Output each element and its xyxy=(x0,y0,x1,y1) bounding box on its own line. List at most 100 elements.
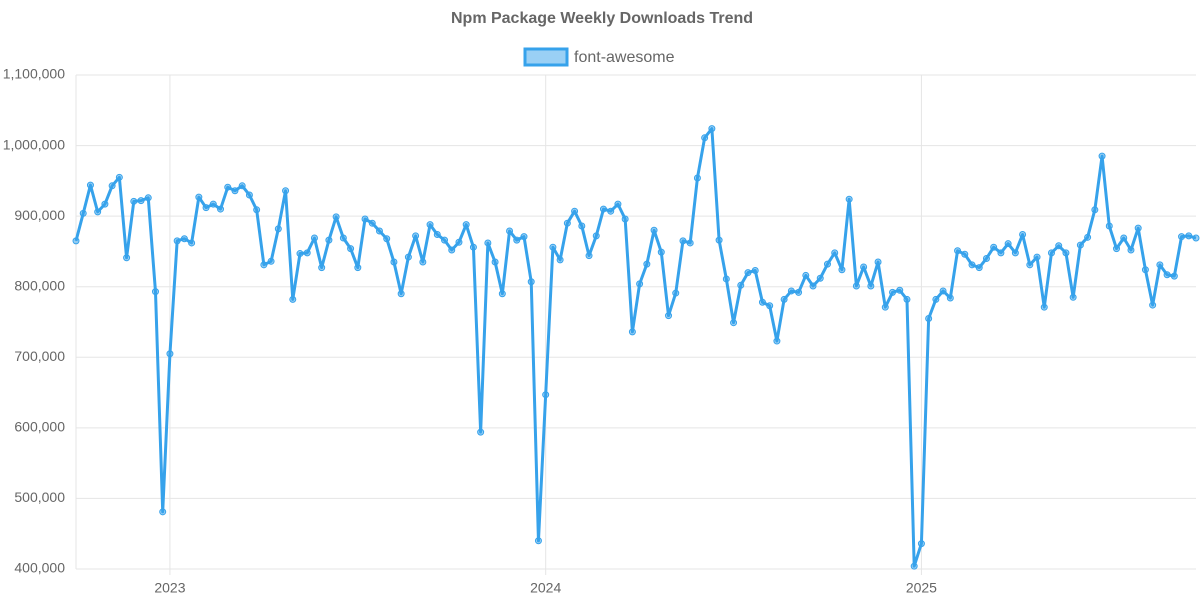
data-point xyxy=(498,290,506,298)
data-point xyxy=(245,191,253,199)
data-point xyxy=(130,197,138,205)
data-point xyxy=(657,248,665,256)
data-point xyxy=(744,269,752,277)
data-point xyxy=(910,562,918,570)
data-point xyxy=(693,174,701,182)
data-point xyxy=(795,288,803,296)
data-point xyxy=(686,239,694,247)
data-point xyxy=(339,234,347,242)
legend-swatch xyxy=(523,47,569,67)
data-point xyxy=(896,286,904,294)
data-point xyxy=(1040,303,1048,311)
data-point xyxy=(809,282,817,290)
data-point xyxy=(477,428,485,436)
data-point xyxy=(462,221,470,229)
y-tick-label: 500,000 xyxy=(14,489,65,505)
data-point xyxy=(715,236,723,244)
x-tick-label: 2025 xyxy=(906,580,937,596)
data-point xyxy=(347,245,355,253)
data-point xyxy=(946,294,954,302)
data-point xyxy=(968,261,976,269)
data-point xyxy=(1076,241,1084,249)
data-point xyxy=(513,236,521,244)
data-point xyxy=(585,252,593,260)
data-point xyxy=(209,200,217,208)
data-point xyxy=(397,290,405,298)
data-point xyxy=(238,182,246,190)
y-tick-label: 1,000,000 xyxy=(3,136,65,152)
data-point xyxy=(621,215,629,223)
data-point xyxy=(932,295,940,303)
data-point xyxy=(1170,272,1178,280)
data-point xyxy=(94,208,102,216)
data-point xyxy=(520,233,528,241)
data-point xyxy=(578,222,586,230)
data-point xyxy=(1156,261,1164,269)
data-point xyxy=(202,204,210,212)
data-point xyxy=(159,508,167,516)
data-point xyxy=(903,295,911,303)
data-point xyxy=(1120,234,1128,242)
data-point xyxy=(889,288,897,296)
data-point xyxy=(1062,249,1070,257)
data-point xyxy=(650,226,658,234)
data-point xyxy=(672,289,680,297)
data-point xyxy=(917,540,925,548)
data-point xyxy=(469,243,477,251)
y-tick-label: 700,000 xyxy=(14,348,65,364)
data-point xyxy=(441,236,449,244)
y-tick-label: 400,000 xyxy=(14,560,65,576)
data-point xyxy=(1091,206,1099,214)
data-point xyxy=(643,260,651,268)
data-point xyxy=(990,243,998,251)
data-point xyxy=(730,319,738,327)
data-point xyxy=(982,254,990,262)
data-point xyxy=(881,303,889,311)
data-point xyxy=(368,219,376,227)
data-point xyxy=(332,213,340,221)
y-tick-label: 600,000 xyxy=(14,419,65,435)
data-point xyxy=(1134,224,1142,232)
data-point xyxy=(282,187,290,195)
data-point xyxy=(108,182,116,190)
data-point xyxy=(599,205,607,213)
data-point xyxy=(571,207,579,215)
data-point xyxy=(180,235,188,243)
data-point xyxy=(260,261,268,269)
data-point xyxy=(231,187,239,195)
data-point xyxy=(1011,249,1019,257)
data-point xyxy=(925,314,933,322)
data-point xyxy=(361,215,369,223)
data-point xyxy=(1113,245,1121,253)
data-point xyxy=(426,221,434,229)
data-point xyxy=(556,256,564,264)
data-point xyxy=(997,249,1005,257)
data-point xyxy=(636,280,644,288)
data-point xyxy=(534,537,542,545)
data-point xyxy=(737,281,745,289)
data-point xyxy=(318,264,326,272)
data-point xyxy=(115,173,123,181)
data-point xyxy=(607,207,615,215)
data-point xyxy=(766,302,774,310)
data-point xyxy=(123,254,131,262)
data-point xyxy=(665,312,673,320)
data-point xyxy=(831,249,839,257)
data-point xyxy=(448,246,456,254)
data-point xyxy=(628,328,636,336)
data-point xyxy=(144,194,152,202)
y-tick-label: 1,100,000 xyxy=(3,66,65,82)
data-point xyxy=(592,232,600,240)
data-point xyxy=(419,258,427,266)
data-point xyxy=(325,236,333,244)
data-point xyxy=(303,249,311,257)
data-point xyxy=(954,247,962,255)
data-point xyxy=(823,260,831,268)
data-point xyxy=(253,206,261,214)
data-point xyxy=(101,200,109,208)
data-point xyxy=(137,197,145,205)
data-point xyxy=(433,230,441,238)
data-point xyxy=(1033,253,1041,261)
